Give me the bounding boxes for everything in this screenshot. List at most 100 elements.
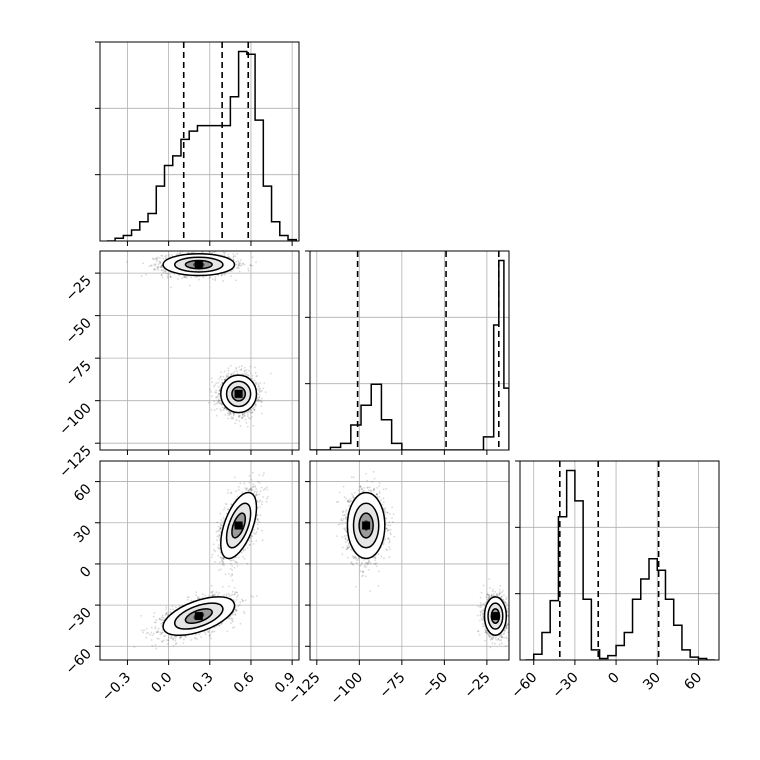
sample-point <box>251 488 254 491</box>
sample-point <box>214 276 217 278</box>
sample-point <box>153 268 156 271</box>
sample-point <box>160 264 163 267</box>
sample-point <box>238 420 241 422</box>
sample-point <box>255 531 258 533</box>
histogram-step-2 <box>525 469 715 660</box>
sample-point <box>251 535 254 538</box>
sample-point <box>365 472 367 475</box>
density-peak <box>362 521 371 530</box>
sample-point <box>174 637 177 640</box>
sample-point <box>154 627 157 630</box>
sample-point <box>142 262 144 265</box>
sample-point <box>238 270 241 273</box>
sample-point <box>482 619 484 621</box>
sample-point <box>229 567 232 570</box>
sample-point <box>242 262 245 265</box>
sample-point <box>344 517 347 520</box>
sample-point <box>252 596 255 598</box>
sample-point <box>374 557 377 559</box>
sample-point <box>164 614 167 616</box>
sample-point <box>198 278 200 281</box>
sample-point <box>248 481 251 484</box>
sample-point <box>366 486 369 489</box>
sample-point <box>169 611 172 614</box>
sample-point <box>346 547 349 550</box>
sample-point <box>501 595 503 598</box>
sample-point <box>246 562 249 565</box>
sample-point <box>217 394 220 397</box>
sample-point <box>253 408 256 411</box>
sample-point <box>150 631 153 634</box>
sample-point <box>213 385 215 388</box>
sample-point <box>225 374 228 377</box>
sample-point <box>491 637 494 639</box>
sample-point <box>260 397 263 400</box>
sample-point <box>262 387 265 390</box>
sample-point <box>256 528 259 531</box>
sample-point <box>347 546 350 549</box>
sample-point <box>220 568 222 571</box>
sample-point <box>344 517 347 519</box>
density-peak <box>234 389 243 398</box>
sample-point <box>233 259 235 261</box>
sample-point <box>386 527 389 530</box>
sample-point <box>219 402 222 405</box>
sample-point <box>349 500 352 503</box>
sample-point <box>350 549 352 551</box>
sample-point <box>170 635 173 637</box>
sample-point <box>378 490 381 493</box>
sample-point <box>157 266 160 269</box>
sample-point <box>259 382 262 384</box>
sample-point <box>344 510 347 513</box>
sample-point <box>350 476 353 479</box>
sample-point <box>161 276 164 279</box>
sample-point <box>479 610 482 613</box>
sample-point <box>482 610 485 613</box>
sample-point <box>362 570 365 573</box>
sample-point <box>221 557 224 560</box>
sample-point <box>262 496 264 498</box>
sample-point <box>207 401 210 404</box>
sample-point <box>477 630 480 633</box>
sample-point <box>125 261 128 263</box>
sample-point <box>490 638 493 641</box>
sample-point <box>233 370 236 373</box>
sample-point <box>211 278 214 281</box>
sample-point <box>343 528 346 531</box>
sample-point <box>487 593 489 596</box>
sample-point <box>238 414 240 417</box>
sample-point <box>217 402 219 404</box>
sample-point <box>233 566 236 569</box>
sample-point <box>235 609 238 612</box>
sample-point <box>497 637 500 640</box>
sample-point <box>194 637 197 640</box>
sample-point <box>348 504 351 507</box>
sample-point <box>255 261 257 264</box>
sample-point <box>256 519 259 521</box>
sample-point <box>231 619 234 622</box>
sample-point <box>157 630 159 633</box>
sample-point <box>145 628 148 630</box>
sample-point <box>247 489 250 492</box>
sample-point <box>488 635 491 638</box>
sample-point <box>345 497 347 500</box>
sample-point <box>160 269 163 272</box>
sample-point <box>232 255 235 258</box>
sample-point <box>221 585 224 588</box>
sample-point <box>266 497 268 500</box>
sample-point <box>256 518 259 521</box>
sample-point <box>220 519 223 521</box>
sample-point <box>384 507 387 510</box>
sample-point <box>251 407 254 410</box>
sample-point <box>369 486 371 489</box>
sample-point <box>482 584 485 587</box>
sample-point <box>229 559 232 562</box>
sample-point <box>505 626 508 629</box>
sample-point <box>488 636 491 638</box>
sample-point <box>233 626 236 629</box>
sample-point <box>213 594 216 597</box>
sample-point <box>339 523 341 525</box>
sample-point <box>161 628 164 631</box>
sample-point <box>482 603 485 606</box>
sample-point <box>347 543 350 545</box>
